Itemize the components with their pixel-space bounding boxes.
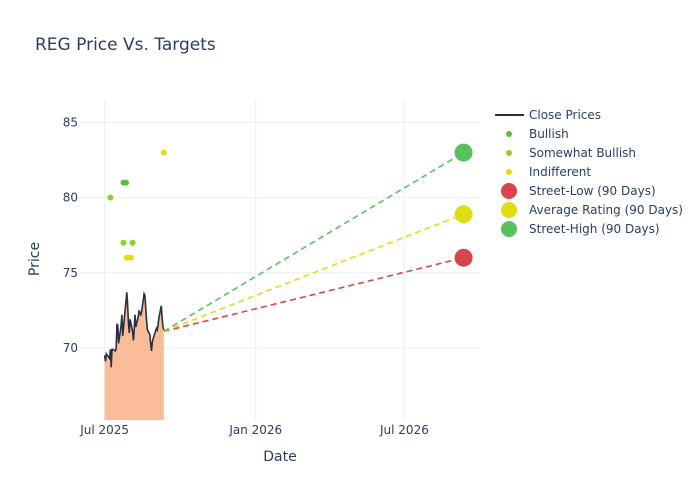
target-marker <box>454 248 473 267</box>
legend-swatch-dot <box>506 169 512 175</box>
target-marker <box>454 205 473 224</box>
legend-swatch-marker <box>501 202 517 218</box>
y-tick-label: 75 <box>63 266 78 280</box>
rating-point <box>107 194 114 201</box>
rating-point <box>127 254 134 261</box>
close-price-line <box>103 291 165 368</box>
rating-point <box>123 254 130 261</box>
x-tick-label: Jul 2026 <box>379 423 429 437</box>
y-tick-label: 70 <box>63 341 78 355</box>
target-trend-line <box>163 256 464 333</box>
rating-point <box>122 179 129 186</box>
legend-label: Close Prices <box>529 108 601 122</box>
y-tick-label: 85 <box>63 116 78 130</box>
target-trend-line <box>163 151 464 333</box>
x-tick-label: Jan 2026 <box>228 423 282 437</box>
legend-label: Bullish <box>529 127 569 141</box>
legend-swatch-dot <box>506 150 512 156</box>
legend-label: Somewhat Bullish <box>529 146 636 160</box>
close-price-fill <box>104 292 164 420</box>
y-axis-title: Price <box>27 242 43 276</box>
target-lines <box>163 151 464 333</box>
target-marker <box>454 143 473 162</box>
close-price-area <box>104 292 164 420</box>
target-markers <box>454 143 473 267</box>
x-tick-label: Jul 2025 <box>79 423 129 437</box>
rating-point <box>129 239 136 246</box>
rating-point <box>120 239 127 246</box>
analyst-rating-points <box>107 149 167 261</box>
legend-swatch-dot <box>506 131 512 137</box>
legend-label: Indifferent <box>529 165 591 179</box>
legend-label: Average Rating (90 Days) <box>529 203 683 217</box>
legend-label: Street-Low (90 Days) <box>529 184 656 198</box>
legend-swatch-marker <box>501 221 517 237</box>
legend-label: Street-High (90 Days) <box>529 222 660 236</box>
rating-point <box>160 149 167 156</box>
close-price-series <box>103 291 165 368</box>
legend-swatch-marker <box>501 183 517 199</box>
chart-title: REG Price Vs. Targets <box>35 35 216 55</box>
legend: Close Prices Bullish Somewhat Bullish Indif… <box>495 108 683 237</box>
x-axis-title: Date <box>263 449 296 465</box>
x-axis-ticks: Jul 2025 Jan 2026 Jul 2026 <box>79 423 429 437</box>
y-axis-ticks: 70 75 80 85 <box>63 116 78 355</box>
y-tick-label: 80 <box>63 191 78 205</box>
target-trend-line <box>163 213 464 333</box>
